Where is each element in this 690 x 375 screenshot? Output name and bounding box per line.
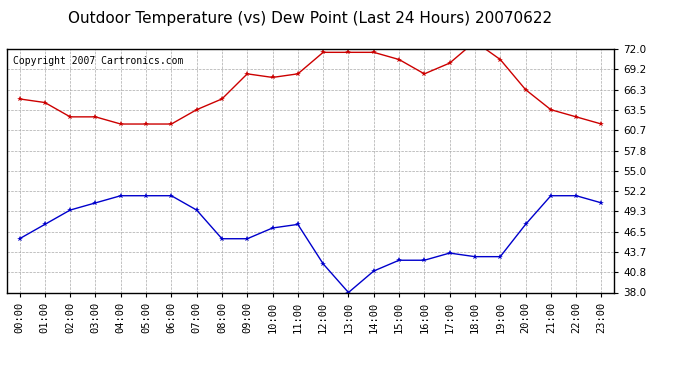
Text: Outdoor Temperature (vs) Dew Point (Last 24 Hours) 20070622: Outdoor Temperature (vs) Dew Point (Last…: [68, 11, 553, 26]
Text: Copyright 2007 Cartronics.com: Copyright 2007 Cartronics.com: [13, 56, 184, 66]
